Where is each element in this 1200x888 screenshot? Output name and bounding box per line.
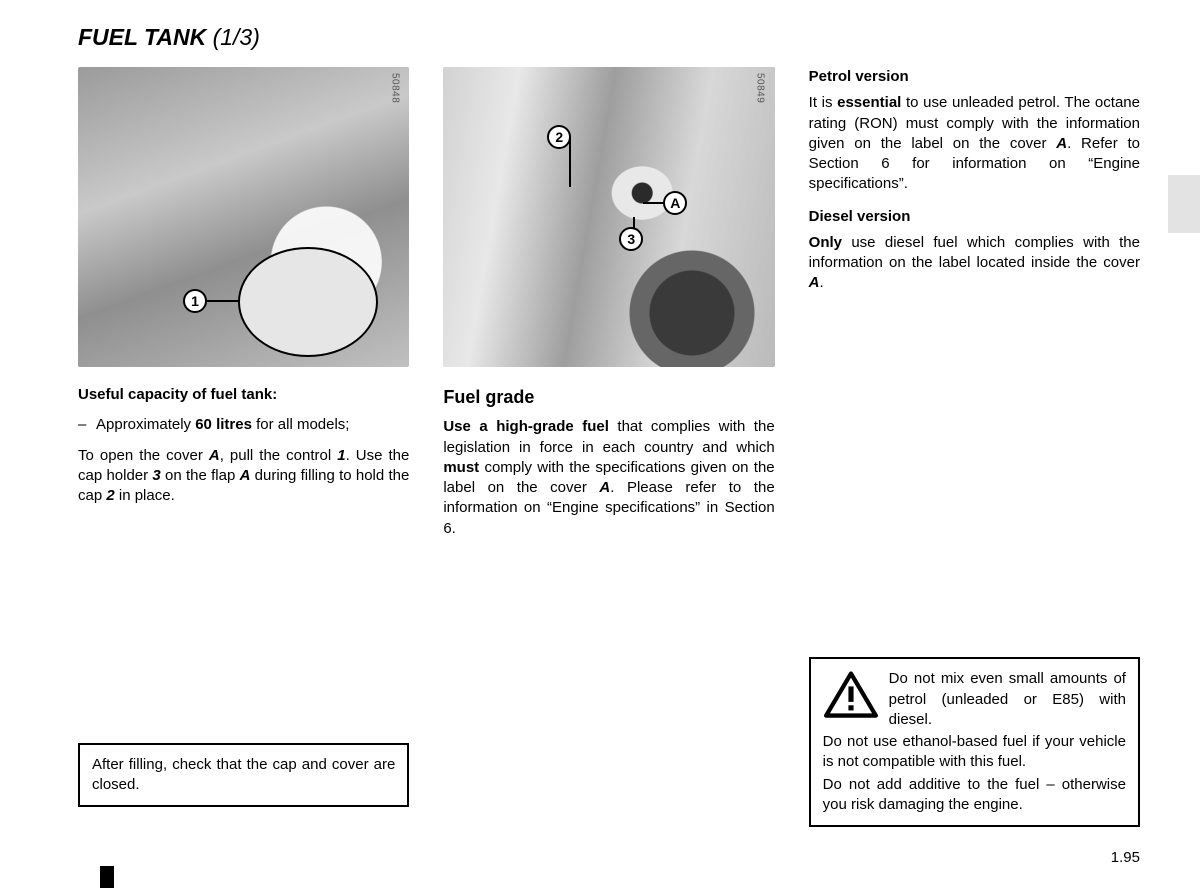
diesel-text: Only use diesel fuel which complies with… (809, 233, 1140, 302)
title-fraction: (1/3) (213, 24, 260, 50)
fuel-grade-heading: Fuel grade (443, 385, 774, 409)
warning-line-1: Do not mix even small amounts of petrol … (889, 670, 1126, 728)
content-columns: 50848 1 Useful capacity of fuel tank: – … (78, 67, 1140, 827)
warning-line-3: Do not add additive to the fuel – otherw… (823, 775, 1126, 816)
petrol-text: It is essential to use unleaded petrol. … (809, 93, 1140, 202)
diesel-heading: Diesel version (809, 207, 1140, 227)
callout-line (569, 137, 571, 187)
callout-line (204, 300, 239, 302)
after-filling-note: After filling, check that the cap and co… (78, 743, 409, 808)
footer-crop-mark (100, 866, 114, 888)
callout-line (643, 202, 665, 204)
column-1: 50848 1 Useful capacity of fuel tank: – … (78, 67, 409, 827)
figure-1: 50848 1 (78, 67, 409, 367)
page-title: FUEL TANK (1/3) (78, 24, 1140, 51)
page-tab (1168, 175, 1200, 233)
page-number: 1.95 (1111, 849, 1140, 866)
capacity-heading: Useful capacity of fuel tank: (78, 385, 409, 405)
fuel-grade-text: Use a high-grade fuel that complies with… (443, 417, 774, 547)
capacity-text: Approximately 60 litres for all models; (96, 415, 409, 435)
figure-2-bg (443, 67, 774, 367)
figure-1-detail-circle (238, 247, 378, 357)
column-3: Petrol version It is essential to use un… (809, 67, 1140, 827)
warning-box: Do not mix even small amounts of petrol … (809, 657, 1140, 827)
warning-line-2: Do not use ethanol-based fuel if your ve… (823, 732, 1126, 773)
title-text: FUEL TANK (78, 24, 206, 50)
callout-1: 1 (183, 289, 207, 313)
petrol-heading: Petrol version (809, 67, 1140, 87)
figure-1-id: 50848 (388, 73, 402, 103)
open-instructions: To open the cover A, pull the control 1.… (78, 446, 409, 515)
column-2: 50849 2 A 3 Fuel grade Use a high-grade … (443, 67, 774, 827)
warning-icon (823, 671, 879, 719)
figure-2-id: 50849 (753, 73, 767, 103)
figure-2: 50849 2 A 3 (443, 67, 774, 367)
capacity-bullet: – Approximately 60 litres for all models… (78, 415, 409, 435)
bullet-dash: – (78, 415, 96, 435)
